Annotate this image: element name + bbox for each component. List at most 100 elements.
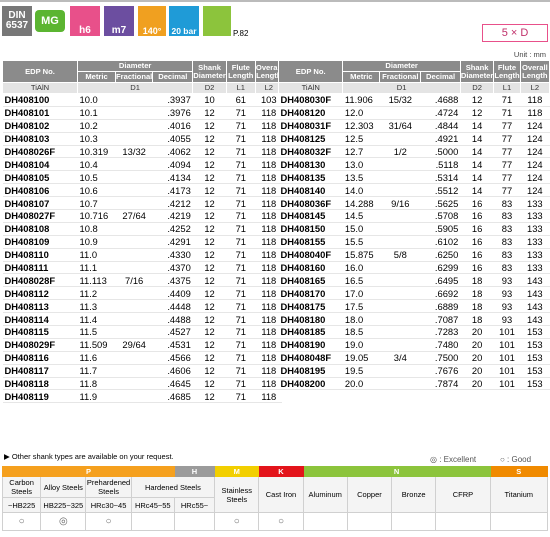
- cell: .4685: [152, 389, 193, 404]
- cell: 27/64: [115, 209, 153, 223]
- cell: 71: [226, 364, 256, 378]
- cell: .6692: [420, 286, 461, 301]
- cell: 1/2: [379, 145, 421, 159]
- cell: 11.0: [77, 248, 116, 262]
- hardness-cell: HRc45~55: [130, 497, 175, 513]
- cell: 71: [226, 325, 256, 339]
- cell: .3976: [152, 106, 193, 120]
- cell: 77: [493, 119, 521, 133]
- cell: 10.7: [77, 196, 116, 211]
- cell: 14: [460, 119, 494, 133]
- material-cell: CFRP: [435, 476, 491, 513]
- cell: 118: [255, 325, 283, 339]
- data-row: DH408175 17.5 .6889 18 93 143: [278, 299, 550, 314]
- header-row: TiAlN D1 D2 L1 L2: [2, 82, 283, 94]
- rating-cell: [302, 512, 348, 531]
- cell: 17.0: [342, 286, 380, 301]
- cell: DH408115: [2, 325, 78, 339]
- cell: 71: [226, 196, 256, 211]
- header-cell: Flute Length: [225, 60, 256, 83]
- material-cell: Titanium: [489, 476, 549, 513]
- cell: 12.303: [342, 119, 380, 133]
- cell: 10.3: [77, 132, 116, 146]
- cell: 93: [493, 312, 521, 327]
- cell: 101: [493, 351, 521, 365]
- cell: 10.6: [77, 183, 116, 198]
- cell: 12: [192, 377, 227, 391]
- rating-cell: [130, 512, 175, 531]
- cell: DH408107: [2, 196, 78, 211]
- cell: DH408036F: [278, 196, 343, 211]
- spec-table: EDP No. Diameter Shank Diameter Flute Lengt…: [2, 60, 283, 404]
- cell: DH408048F: [278, 351, 343, 365]
- cell: .7874: [420, 377, 461, 391]
- cell: DH408101: [2, 106, 78, 120]
- data-row: DH408111 11.1 .4370 12 71 118: [2, 261, 283, 275]
- cell: 20: [460, 325, 494, 339]
- cell: DH408140: [278, 183, 343, 198]
- cell: 14.0: [342, 183, 380, 198]
- cell: [379, 183, 421, 198]
- cell: [379, 273, 421, 288]
- cell: [115, 106, 153, 120]
- cell: 15.5: [342, 235, 380, 249]
- cell: 83: [493, 196, 521, 211]
- rating-cell: [391, 512, 437, 531]
- material-cell: Cast Iron: [258, 476, 304, 513]
- material-cell: Carbon Steels: [1, 476, 42, 498]
- cell: 101: [493, 338, 521, 352]
- cell: [115, 93, 153, 107]
- cell: 124: [520, 183, 550, 198]
- cell: 16: [460, 196, 494, 211]
- header-cell: L2: [519, 82, 550, 94]
- cell: .5905: [420, 222, 461, 236]
- cell: .4173: [152, 183, 193, 198]
- header-cell: EDP No.: [2, 60, 78, 83]
- cell: 13.0: [342, 157, 380, 172]
- cell: .4409: [152, 286, 193, 301]
- cell: 71: [226, 170, 256, 185]
- header-cell: L1: [225, 82, 256, 94]
- cell: .4724: [420, 106, 461, 120]
- cell: [115, 325, 153, 339]
- cell: 17.5: [342, 299, 380, 314]
- cell: 12: [192, 145, 227, 159]
- cell: .4566: [152, 351, 193, 365]
- cell: 11.8: [77, 377, 116, 391]
- cell: 16: [460, 222, 494, 236]
- cell: 20.0: [342, 377, 380, 391]
- cell: 83: [493, 261, 521, 275]
- cell: 71: [226, 106, 256, 120]
- cell: 133: [520, 196, 550, 211]
- cell: .7087: [420, 312, 461, 327]
- cell: DH408185: [278, 325, 343, 339]
- cell: 143: [520, 286, 550, 301]
- top-rule: [0, 0, 550, 2]
- cell: 11.1: [77, 261, 116, 275]
- cell: DH408200: [278, 377, 343, 391]
- cell: .5708: [420, 209, 461, 223]
- cell: [115, 183, 153, 198]
- header-cell: Overall Length: [519, 60, 550, 83]
- data-row: DH408106 10.6 .4173 12 71 118: [2, 183, 283, 198]
- data-row: DH408200 20.0 .7874 20 101 153: [278, 377, 550, 391]
- cell: .4645: [152, 377, 193, 391]
- cell: DH408108: [2, 222, 78, 236]
- cell: 71: [226, 261, 256, 275]
- cell: 118: [255, 261, 283, 275]
- cell: 71: [226, 157, 256, 172]
- cell: 31/64: [379, 119, 421, 133]
- legend-excellent: ◎ : Excellent: [430, 455, 477, 464]
- cell: 20: [460, 364, 494, 378]
- cell: 71: [226, 351, 256, 365]
- cell: 12: [192, 157, 227, 172]
- cell: 143: [520, 312, 550, 327]
- cell: .6250: [420, 248, 461, 262]
- cell: 143: [520, 299, 550, 314]
- cell: 10: [192, 93, 227, 107]
- cell: 133: [520, 235, 550, 249]
- cell: 77: [493, 145, 521, 159]
- cell: 12: [192, 183, 227, 198]
- note: ▶ Other shank types are available on you…: [4, 452, 174, 461]
- cell: 71: [226, 132, 256, 146]
